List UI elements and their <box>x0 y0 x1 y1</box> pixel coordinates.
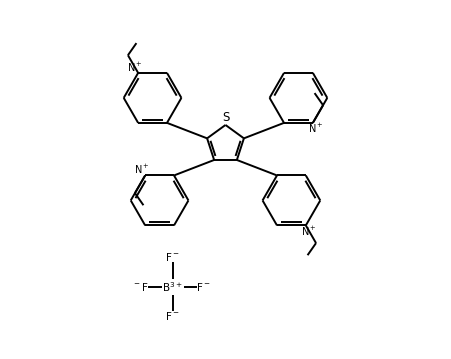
Text: F$^-$: F$^-$ <box>166 251 180 263</box>
Text: B$^{3+}$: B$^{3+}$ <box>162 280 183 294</box>
Text: N$^+$: N$^+$ <box>308 122 324 135</box>
Text: F$^-$: F$^-$ <box>196 281 211 293</box>
Text: N$^+$: N$^+$ <box>301 225 317 238</box>
Text: S: S <box>222 111 229 124</box>
Text: N$^+$: N$^+$ <box>134 163 150 176</box>
Text: F$^-$: F$^-$ <box>166 311 180 322</box>
Text: $\mathregular{{}^-}$F: $\mathregular{{}^-}$F <box>132 281 149 293</box>
Text: N$^+$: N$^+$ <box>127 61 143 74</box>
